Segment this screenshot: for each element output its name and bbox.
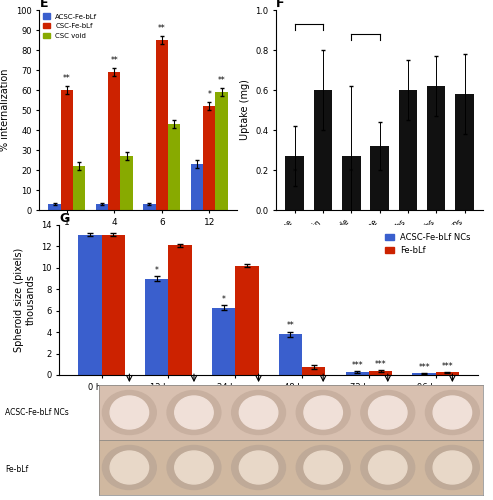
Ellipse shape: [239, 396, 278, 429]
Bar: [96, 204, 108, 210]
Ellipse shape: [425, 446, 479, 490]
Bar: [191, 164, 203, 210]
Bar: [369, 371, 392, 375]
Bar: [235, 266, 259, 375]
Bar: [212, 308, 235, 375]
Bar: [456, 94, 474, 210]
Bar: [108, 72, 120, 210]
Ellipse shape: [103, 390, 156, 434]
Bar: [412, 374, 436, 375]
Bar: [78, 234, 102, 375]
Text: **: **: [217, 76, 225, 85]
Bar: [61, 90, 73, 210]
Text: ***: ***: [352, 361, 363, 370]
Y-axis label: Uptake (mg): Uptake (mg): [240, 80, 249, 140]
Legend: ACSC-Fe-bLf NCs, Fe-bLf: ACSC-Fe-bLf NCs, Fe-bLf: [382, 229, 474, 258]
Bar: [120, 156, 133, 210]
X-axis label: Time (hours): Time (hours): [107, 232, 169, 242]
Bar: [342, 156, 360, 210]
Bar: [143, 204, 156, 210]
Legend: ACSC-Fe-bLf, CSC-Fe-bLf, CSC void: ACSC-Fe-bLf, CSC-Fe-bLf, CSC void: [43, 14, 98, 38]
Bar: [370, 146, 389, 210]
Ellipse shape: [232, 390, 285, 434]
Text: *: *: [222, 294, 225, 304]
Bar: [48, 204, 61, 210]
Ellipse shape: [304, 451, 343, 484]
Text: *: *: [292, 168, 297, 177]
Bar: [285, 156, 304, 210]
Text: **: **: [286, 322, 294, 330]
Bar: [436, 372, 459, 375]
Text: G: G: [59, 212, 70, 225]
Bar: [346, 372, 369, 375]
Bar: [279, 334, 302, 375]
Bar: [145, 278, 169, 375]
Ellipse shape: [110, 451, 148, 484]
Text: Fe-bLf: Fe-bLf: [5, 466, 28, 474]
Bar: [169, 246, 192, 375]
Bar: [203, 106, 215, 210]
Text: F: F: [276, 0, 284, 10]
Ellipse shape: [167, 390, 221, 434]
Bar: [102, 234, 125, 375]
Bar: [215, 92, 228, 210]
Text: ***: ***: [375, 360, 387, 369]
Ellipse shape: [175, 451, 213, 484]
Y-axis label: % internalization: % internalization: [0, 68, 10, 151]
Text: *: *: [155, 266, 159, 274]
Text: ACSC-Fe-bLf NCs: ACSC-Fe-bLf NCs: [5, 408, 69, 417]
Ellipse shape: [167, 446, 221, 490]
Ellipse shape: [232, 446, 285, 490]
Bar: [399, 90, 417, 210]
Text: ***: ***: [442, 362, 453, 370]
Text: **: **: [158, 24, 166, 33]
Bar: [314, 90, 332, 210]
Text: E: E: [39, 0, 48, 10]
Ellipse shape: [425, 390, 479, 434]
Bar: [168, 124, 180, 210]
Ellipse shape: [175, 396, 213, 429]
Y-axis label: Spheroid size (pixels)
thousands: Spheroid size (pixels) thousands: [14, 248, 35, 352]
Ellipse shape: [361, 446, 415, 490]
Ellipse shape: [369, 396, 407, 429]
Ellipse shape: [433, 451, 472, 484]
Bar: [73, 166, 85, 210]
Ellipse shape: [239, 451, 278, 484]
Text: *: *: [207, 90, 211, 99]
Bar: [156, 40, 168, 210]
Bar: [427, 86, 445, 210]
Ellipse shape: [361, 390, 415, 434]
Text: **: **: [63, 74, 71, 83]
Ellipse shape: [296, 390, 350, 434]
Ellipse shape: [304, 396, 343, 429]
Text: **: **: [110, 56, 118, 65]
Ellipse shape: [103, 446, 156, 490]
Text: ***: ***: [418, 362, 430, 372]
Ellipse shape: [369, 451, 407, 484]
Text: *: *: [349, 168, 353, 177]
Bar: [302, 367, 325, 375]
Ellipse shape: [296, 446, 350, 490]
Ellipse shape: [433, 396, 472, 429]
Ellipse shape: [110, 396, 148, 429]
